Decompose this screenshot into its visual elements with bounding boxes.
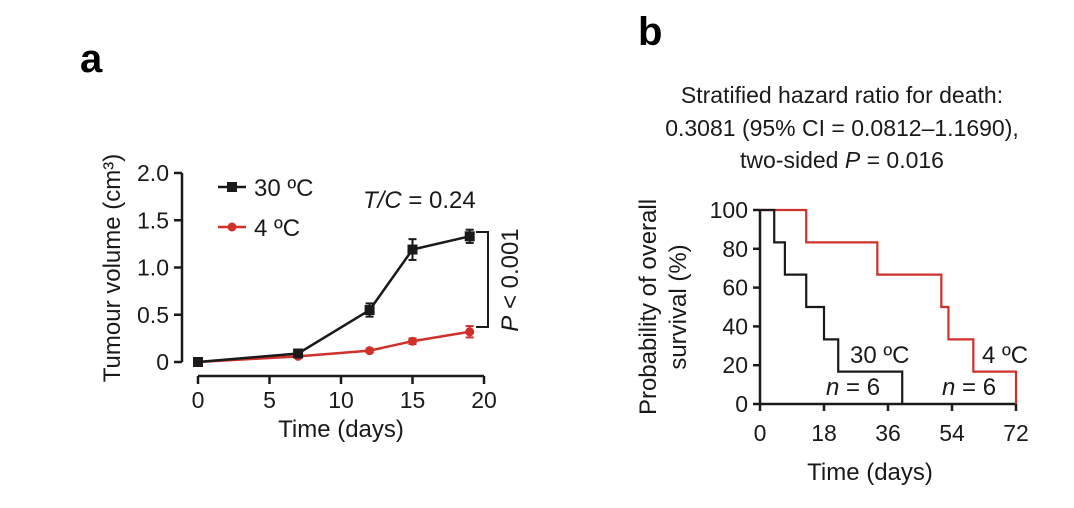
panel-a-y-label: Tumour volume (cm³) xyxy=(99,154,126,382)
panel-a-y-tick-label: 1.5 xyxy=(137,207,169,233)
km-n-4c-symbol: n xyxy=(942,374,955,401)
panel-b-y-tick-label: 20 xyxy=(722,352,748,378)
panel-a-legend: 30 ºC 4 ºC xyxy=(218,175,313,242)
p-value-text: < 0.001 xyxy=(497,228,524,315)
panel-a-data-point xyxy=(193,357,203,367)
panel-b-x-tick-label: 36 xyxy=(875,420,901,446)
panel-b-title-line2: 0.3081 (95% CI = 0.0812–1.1690), xyxy=(665,115,1019,141)
significance-bracket xyxy=(476,231,489,328)
km-n-30c-symbol: n xyxy=(826,374,839,401)
panel-b-title-line3: two-sided P = 0.016 xyxy=(740,147,944,173)
panel-a-y-tick-label: 1.0 xyxy=(137,255,169,281)
panel-a-data-point xyxy=(464,231,475,242)
legend-marker-4c xyxy=(227,222,237,232)
panel-b-y-tick-label: 100 xyxy=(710,197,748,223)
panel-label-a: a xyxy=(80,37,103,81)
panel-b-x-tick-label: 72 xyxy=(1003,420,1029,446)
panel-b-y-label-line2: survival (%) xyxy=(665,244,692,369)
km-curve-1 xyxy=(760,208,1018,404)
panel-a-x-tick-label: 20 xyxy=(471,387,497,413)
legend-label-4c: 4 ºC xyxy=(254,215,300,242)
panel-a-y-tick-label: 0.5 xyxy=(137,302,169,328)
km-n-4c: n = 6 xyxy=(942,374,996,401)
panel-a-x-tick-label: 10 xyxy=(328,387,354,413)
tc-ratio-value: = 0.24 xyxy=(402,187,476,214)
panel-b-y-tick-label: 40 xyxy=(722,313,748,339)
tc-ratio-annotation: T/C = 0.24 xyxy=(363,187,476,214)
panel-a-x-label: Time (days) xyxy=(278,416,404,443)
p-value-symbol: P xyxy=(497,316,524,332)
panel-a-x-tick-label: 0 xyxy=(192,387,205,413)
panel-b-x-tick-label: 0 xyxy=(754,420,767,446)
panel-b-chart: Stratified hazard ratio for death: 0.308… xyxy=(635,82,1029,486)
panel-a-x-tick-label: 5 xyxy=(263,387,276,413)
panel-a-y-tick-label: 2.0 xyxy=(137,160,169,186)
panel-b-x-tick-label: 54 xyxy=(939,420,965,446)
km-label-4c: 4 ºC xyxy=(982,342,1028,369)
legend-label-30c: 30 ºC xyxy=(254,175,313,202)
panel-b-y-ticks: 0 20 40 60 80 100 xyxy=(710,197,760,417)
panel-a-series-line-0 xyxy=(197,235,470,364)
panel-b-y-tick-label: 0 xyxy=(735,391,748,417)
p-value-annotation: P < 0.001 xyxy=(497,228,524,331)
panel-a-y-ticks: 0 0.5 1.0 1.5 2.0 xyxy=(137,160,182,375)
km-curve-0 xyxy=(760,208,904,404)
km-n-30c: n = 6 xyxy=(826,374,880,401)
legend-marker-30c xyxy=(227,182,237,192)
panel-b-y-tick-label: 80 xyxy=(722,236,748,262)
panel-a-data-point xyxy=(465,327,475,337)
km-n-4c-value: = 6 xyxy=(955,374,996,401)
panel-b-title-prefix: two-sided xyxy=(740,147,845,173)
km-label-30c: 30 ºC xyxy=(850,342,909,369)
panel-a-y-tick-label: 0 xyxy=(156,349,169,375)
panel-a-x-tick-label: 15 xyxy=(400,387,426,413)
panel-a-data-point xyxy=(408,336,417,346)
panel-b-title-line1: Stratified hazard ratio for death: xyxy=(681,82,1003,108)
km-n-30c-value: = 6 xyxy=(839,374,880,401)
panel-label-b: b xyxy=(638,10,662,54)
tc-ratio-symbol: T/C xyxy=(363,187,402,214)
panel-a-x-ticks: 0 5 10 15 20 xyxy=(192,376,497,413)
panel-b-x-tick-label: 18 xyxy=(811,420,837,446)
panel-a-data-point xyxy=(364,305,375,316)
panel-b-x-label: Time (days) xyxy=(807,459,933,486)
panel-a-data-point xyxy=(407,244,418,255)
panel-a-data-point xyxy=(365,346,375,356)
panel-a-series xyxy=(193,228,475,367)
panel-a-data-point xyxy=(293,348,304,359)
panel-b-y-tick-label: 60 xyxy=(722,275,748,301)
panel-b-y-label-line1: Probability of overall xyxy=(635,199,662,415)
panel-b-title-p: P xyxy=(845,147,861,173)
panel-a-chart: 0 0.5 1.0 1.5 2.0 0 5 10 15 20 Tumour volume (cm… xyxy=(99,154,524,443)
panel-b-title-suffix: = 0.016 xyxy=(860,147,944,173)
panel-b-x-ticks: 0 18 36 54 72 xyxy=(754,404,1029,446)
panel-b-series xyxy=(760,208,1018,404)
